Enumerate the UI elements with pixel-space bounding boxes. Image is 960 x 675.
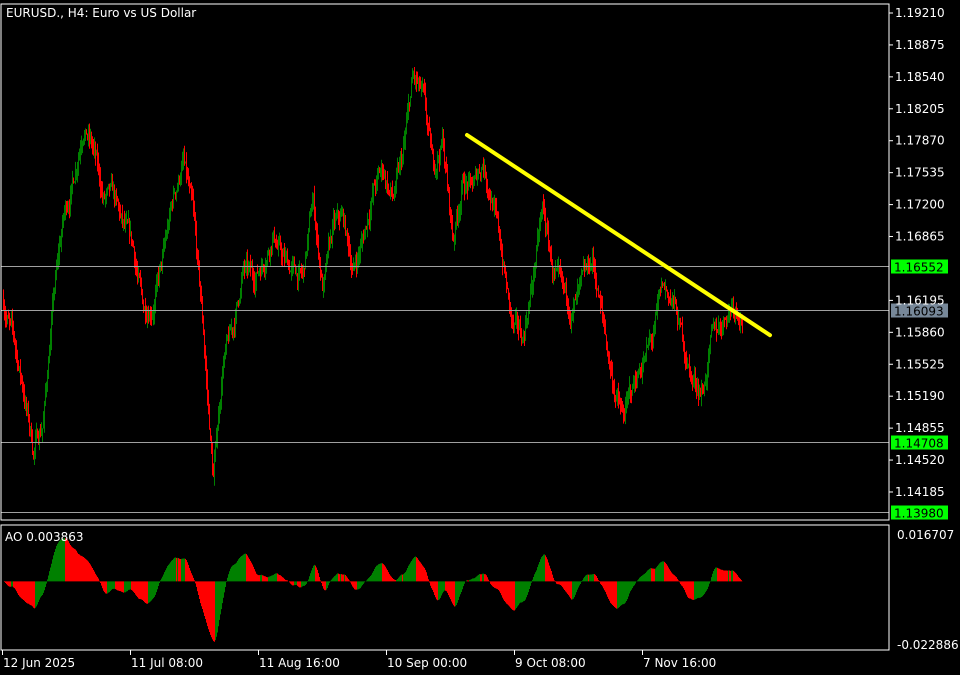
price-tick-label: 1.15190 [895,389,945,403]
level-price-label: 1.16552 [894,261,944,275]
price-tick-label: 1.14520 [895,453,945,467]
price-tick-label: 1.18540 [895,70,945,84]
price-tick-label: 1.18205 [895,102,945,116]
price-tick-label: 1.19210 [895,6,945,20]
time-tick-label: 10 Sep 00:00 [387,656,467,670]
time-axis[interactable]: 12 Jun 2025 11 Jul 08:00 11 Aug 16:00 10 Se… [2,650,717,670]
trendline[interactable] [465,133,772,338]
chart-title: EURUSD., H4: Euro vs US Dollar [6,6,196,20]
indicator-tick-label: -0.022886 [897,638,959,652]
indicator-tick-label: 0.016707 [897,528,954,542]
level-price-label: 1.14708 [894,437,944,451]
candles-layer [3,67,743,486]
price-tick-label: 1.15525 [895,357,945,371]
level-price-label: 1.16093 [894,305,944,319]
price-axis[interactable]: 1.19210 1.18875 1.18540 1.18205 1.17870 1.175… [888,4,945,520]
level-price-tag [891,505,948,520]
price-tick-label: 1.17535 [895,166,945,180]
price-tick-label: 1.16865 [895,230,945,244]
level-price-tag [891,259,948,274]
indicator-label: AO 0.003863 [5,530,84,544]
price-tick-label: 1.16195 [895,293,945,307]
time-tick-label: 9 Oct 08:00 [515,656,586,670]
bid-price-tag [891,303,948,318]
price-tick-label: 1.17200 [895,198,945,212]
time-tick-label: 11 Aug 16:00 [259,656,340,670]
price-levels: 1.16552 1.16093 1.14708 1.13980 [1,259,948,521]
time-tick-label: 12 Jun 2025 [3,656,75,670]
ao-histogram [4,538,743,642]
price-tick-label: 1.17870 [895,134,945,148]
time-tick-label: 7 Nov 16:00 [643,656,716,670]
level-price-label: 1.13980 [894,507,944,521]
time-tick-label: 11 Jul 08:00 [131,656,203,670]
indicator-axis: 0.016707 -0.022886 [888,525,959,652]
level-price-tag [891,435,948,450]
price-tick-label: 1.18875 [895,38,945,52]
price-tick-label: 1.14185 [895,485,945,499]
price-tick-label: 1.14855 [895,421,945,435]
price-tick-label: 1.15860 [895,325,945,339]
